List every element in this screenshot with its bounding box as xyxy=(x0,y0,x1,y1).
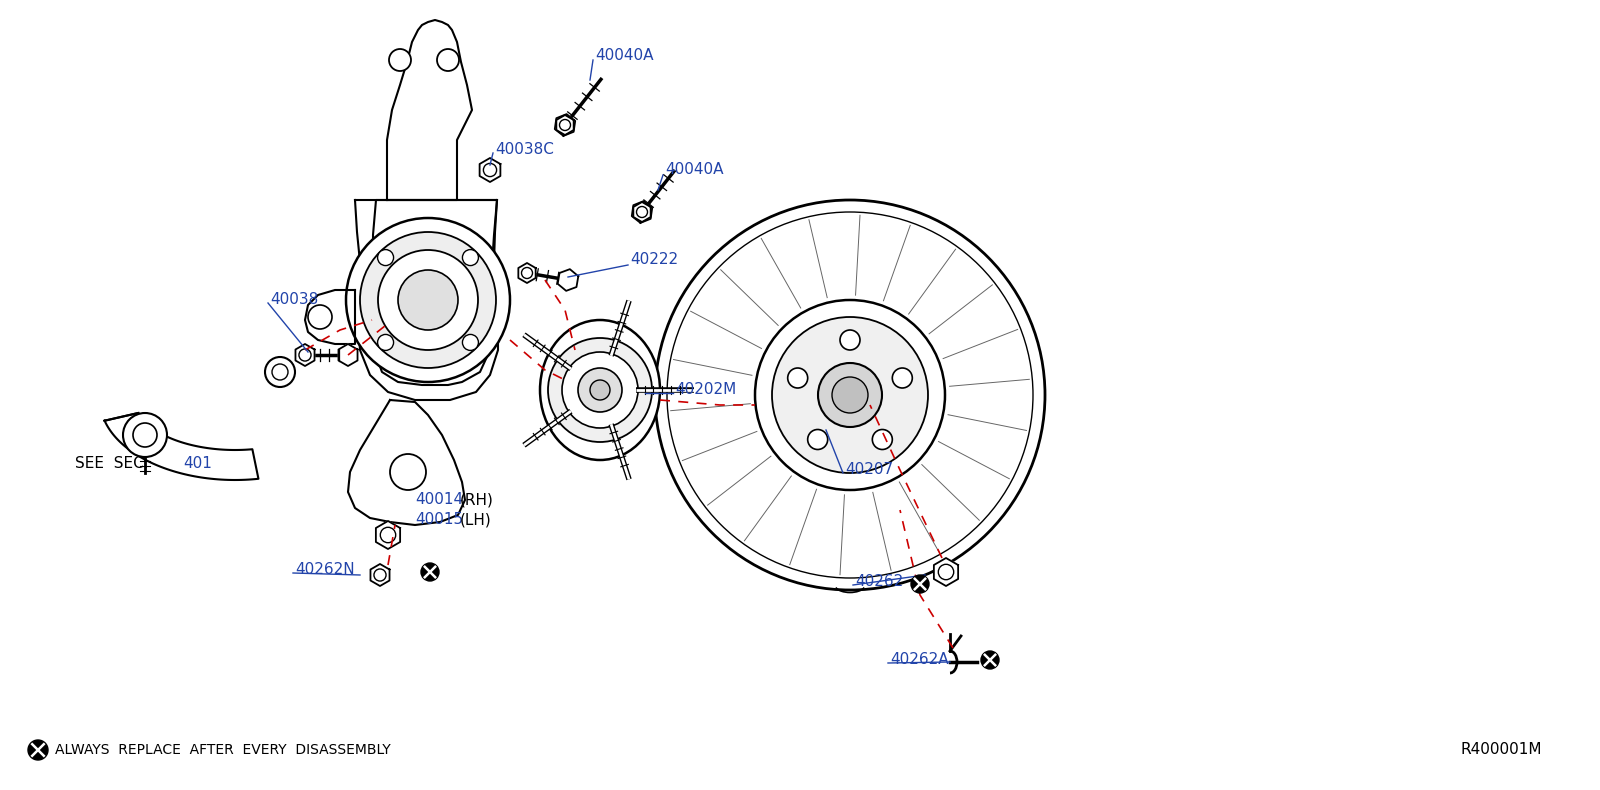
Circle shape xyxy=(840,330,861,350)
Polygon shape xyxy=(557,115,574,135)
Text: 40014: 40014 xyxy=(414,492,462,507)
Circle shape xyxy=(818,363,882,427)
Text: 40207: 40207 xyxy=(845,462,893,477)
Circle shape xyxy=(910,575,930,593)
Circle shape xyxy=(578,368,622,412)
Text: 40040A: 40040A xyxy=(595,47,653,62)
Polygon shape xyxy=(104,413,259,480)
Text: 40015: 40015 xyxy=(414,513,462,528)
Circle shape xyxy=(360,232,496,368)
Circle shape xyxy=(398,270,458,330)
Text: 40202M: 40202M xyxy=(675,382,736,397)
Polygon shape xyxy=(371,564,389,586)
Text: (LH): (LH) xyxy=(461,513,491,528)
Circle shape xyxy=(590,380,610,400)
Circle shape xyxy=(266,357,294,387)
Circle shape xyxy=(346,218,510,382)
Text: 40038: 40038 xyxy=(270,292,318,307)
Text: R400001M: R400001M xyxy=(1459,743,1541,758)
Ellipse shape xyxy=(541,320,661,460)
Polygon shape xyxy=(934,558,958,586)
Polygon shape xyxy=(480,158,501,182)
Text: 40262: 40262 xyxy=(854,574,904,589)
Polygon shape xyxy=(387,20,472,200)
Polygon shape xyxy=(376,521,400,549)
Text: 40040A: 40040A xyxy=(666,163,723,178)
Circle shape xyxy=(832,377,867,413)
Text: 40262A: 40262A xyxy=(890,653,949,668)
Circle shape xyxy=(437,49,459,71)
Circle shape xyxy=(462,334,478,351)
Circle shape xyxy=(389,49,411,71)
Circle shape xyxy=(562,352,638,428)
Circle shape xyxy=(123,413,166,457)
Polygon shape xyxy=(296,344,315,366)
Circle shape xyxy=(893,368,912,388)
Text: ALWAYS  REPLACE  AFTER  EVERY  DISASSEMBLY: ALWAYS REPLACE AFTER EVERY DISASSEMBLY xyxy=(54,743,390,757)
Circle shape xyxy=(390,454,426,490)
Text: 40038C: 40038C xyxy=(494,142,554,157)
Polygon shape xyxy=(634,202,651,222)
Text: 40222: 40222 xyxy=(630,253,678,268)
Ellipse shape xyxy=(566,335,597,445)
Text: SEE  SEC.: SEE SEC. xyxy=(75,456,149,471)
Circle shape xyxy=(808,430,827,450)
Circle shape xyxy=(654,200,1045,590)
Polygon shape xyxy=(558,269,578,291)
Polygon shape xyxy=(349,400,466,525)
Circle shape xyxy=(462,250,478,265)
Circle shape xyxy=(755,300,946,490)
Polygon shape xyxy=(518,263,536,283)
Text: 401: 401 xyxy=(182,456,211,471)
Text: (RH): (RH) xyxy=(461,492,494,507)
Polygon shape xyxy=(339,344,357,366)
Polygon shape xyxy=(555,114,576,136)
Circle shape xyxy=(29,740,48,760)
Circle shape xyxy=(787,368,808,388)
Polygon shape xyxy=(355,200,498,400)
Text: 40262N: 40262N xyxy=(294,562,355,577)
Circle shape xyxy=(981,651,998,669)
Circle shape xyxy=(378,250,394,265)
Circle shape xyxy=(771,317,928,473)
Circle shape xyxy=(378,250,478,350)
Polygon shape xyxy=(632,201,653,223)
Circle shape xyxy=(872,430,893,450)
Circle shape xyxy=(378,334,394,351)
Circle shape xyxy=(307,305,333,329)
Polygon shape xyxy=(306,290,355,344)
Circle shape xyxy=(421,563,438,581)
Circle shape xyxy=(547,338,653,442)
